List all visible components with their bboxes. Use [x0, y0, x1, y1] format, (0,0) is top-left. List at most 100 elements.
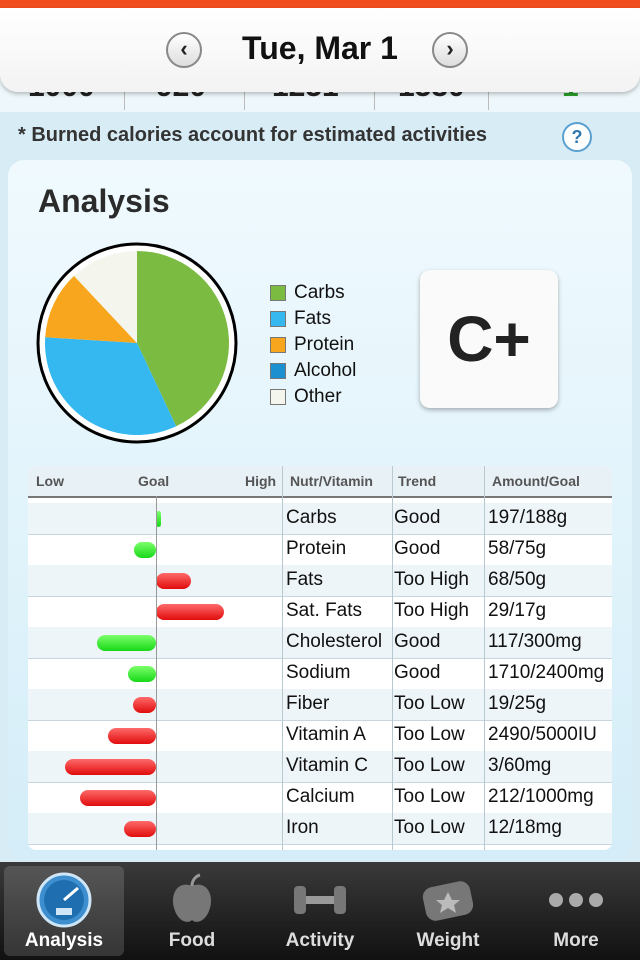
- pie-slice-carbs: [137, 251, 229, 427]
- table-row[interactable]: Fiber Too Low 19/25g: [28, 689, 612, 721]
- nutrient-trend: Good: [394, 631, 441, 652]
- nutrient-trend: Too High: [394, 569, 469, 590]
- analysis-title: Analysis: [38, 183, 170, 219]
- nutrient-level-bar: [128, 666, 156, 682]
- nutrient-level-bar: [156, 604, 224, 620]
- nutrient-trend: Good: [394, 662, 441, 683]
- pie-slice-protein: [45, 275, 137, 343]
- column-divider: [392, 466, 393, 850]
- column-divider: [484, 466, 485, 850]
- nutrient-name: Sat. Fats: [286, 600, 363, 621]
- legend-swatch: [270, 363, 286, 379]
- table-row[interactable]: Cholesterol Good 117/300mg: [28, 627, 612, 659]
- nutrient-amount: 117/300mg: [488, 631, 582, 652]
- table-header: Low Goal High Nutr/Vitamin Trend Amount/…: [28, 466, 612, 498]
- tab-more[interactable]: More: [516, 866, 636, 956]
- nutrient-trend: Too Low: [394, 693, 465, 714]
- nutrient-trend: Good: [394, 538, 441, 559]
- legend-label: Fats: [294, 308, 331, 329]
- nutrient-amount: 19/25g: [488, 693, 547, 714]
- nutrient-level-bar: [65, 759, 156, 775]
- more-dots-icon: [549, 893, 603, 907]
- help-icon[interactable]: ?: [562, 122, 592, 152]
- legend-item-other: Other: [270, 384, 356, 410]
- previous-day-button[interactable]: ‹: [166, 32, 202, 68]
- legend-label: Alcohol: [294, 360, 357, 381]
- table-row[interactable]: Protein Good 58/75g: [28, 534, 612, 566]
- column-divider: [282, 466, 283, 850]
- nutrient-name: Carbs: [286, 507, 337, 528]
- nutrient-trend: Too Low: [394, 786, 465, 807]
- legend-swatch: [270, 311, 286, 327]
- nutrient-level-bar: [134, 542, 156, 558]
- nutrient-amount: 58/75g: [488, 538, 547, 559]
- nutrient-level-bar: [108, 728, 156, 744]
- tab-analysis[interactable]: Analysis: [4, 866, 124, 956]
- header-nutrient: Nutr/Vitamin: [290, 473, 373, 489]
- tab-label: Food: [168, 930, 216, 951]
- header-high: High: [245, 473, 277, 489]
- header-goal: Goal: [138, 473, 170, 489]
- gauge-icon: [36, 872, 92, 928]
- nutrient-name: Fats: [286, 569, 323, 590]
- table-row[interactable]: Calcium Too Low 212/1000mg: [28, 782, 612, 814]
- nutrient-amount: 1710/2400mg: [488, 662, 605, 683]
- tab-activity[interactable]: Activity: [260, 866, 380, 956]
- nutrient-name: Protein: [286, 538, 347, 559]
- legend-swatch: [270, 337, 286, 353]
- tab-label: More: [553, 930, 599, 951]
- tab-label: Analysis: [24, 930, 104, 951]
- nutrient-level-bar: [124, 821, 156, 837]
- date-header: ‹ Tue, Mar 1 ›: [0, 8, 640, 92]
- nutrient-name: Fiber: [286, 693, 330, 714]
- legend-item-alcohol: Alcohol: [270, 358, 356, 384]
- table-row[interactable]: Vitamin C Too Low 3/60mg: [28, 751, 612, 783]
- apple-icon: [172, 873, 212, 922]
- nutrient-amount: 197/188g: [488, 507, 568, 528]
- nutrient-level-bar: [133, 697, 156, 713]
- nutrient-amount: 212/1000mg: [488, 786, 594, 807]
- tab-label: Activity: [285, 930, 355, 951]
- divider: [244, 80, 245, 110]
- table-row[interactable]: Vitamin A Too Low 2490/5000IU: [28, 720, 612, 752]
- table-row[interactable]: Iron Too Low 12/18mg: [28, 813, 612, 845]
- pie-slice-other: [74, 251, 137, 343]
- nutrient-trend: Too Low: [394, 724, 465, 745]
- nutrient-amount: 68/50g: [488, 569, 547, 590]
- nutrient-level-bar: [156, 511, 161, 527]
- nutrient-name: Vitamin C: [286, 755, 369, 776]
- tab-weight[interactable]: Weight: [388, 866, 508, 956]
- nutrient-trend: Too High: [394, 600, 469, 621]
- legend-label: Other: [294, 386, 342, 407]
- pie-legend: Carbs Fats Protein Alcohol Other: [270, 280, 356, 410]
- next-day-button[interactable]: ›: [432, 32, 468, 68]
- nutrient-trend: Too Low: [394, 817, 465, 838]
- bottom-tab-bar: Analysis Food Activity Weight More: [0, 862, 640, 960]
- nutrient-amount: 12/18mg: [488, 817, 562, 838]
- nutrition-grade-card[interactable]: C+: [420, 270, 558, 408]
- legend-swatch: [270, 285, 286, 301]
- nutrient-name: Cholesterol: [286, 631, 383, 652]
- nutrient-name: Iron: [286, 817, 319, 838]
- table-row[interactable]: Carbs Good 197/188g: [28, 503, 612, 535]
- tab-food[interactable]: Food: [132, 866, 252, 956]
- table-row[interactable]: Fats Too High 68/50g: [28, 565, 612, 597]
- goal-line: [156, 496, 157, 850]
- pie-slice-fats: [44, 337, 177, 435]
- legend-swatch: [270, 389, 286, 405]
- nutrient-name: Calcium: [286, 786, 355, 807]
- legend-label: Carbs: [294, 282, 345, 303]
- nutrient-amount: 3/60mg: [488, 755, 552, 776]
- legend-item-fats: Fats: [270, 306, 356, 332]
- nutrient-level-bar: [97, 635, 156, 651]
- table-row[interactable]: Sodium Good 1710/2400mg: [28, 658, 612, 690]
- nutrient-name: Sodium: [286, 662, 351, 683]
- current-date: Tue, Mar 1: [242, 30, 398, 66]
- nutrient-amount: 29/17g: [488, 600, 547, 621]
- legend-item-carbs: Carbs: [270, 280, 356, 306]
- nutrient-name: Vitamin A: [286, 724, 366, 745]
- dumbbell-icon: [294, 886, 346, 914]
- header-amount: Amount/Goal: [492, 473, 580, 489]
- macronutrient-pie-chart: [36, 242, 238, 444]
- table-row[interactable]: Sat. Fats Too High 29/17g: [28, 596, 612, 628]
